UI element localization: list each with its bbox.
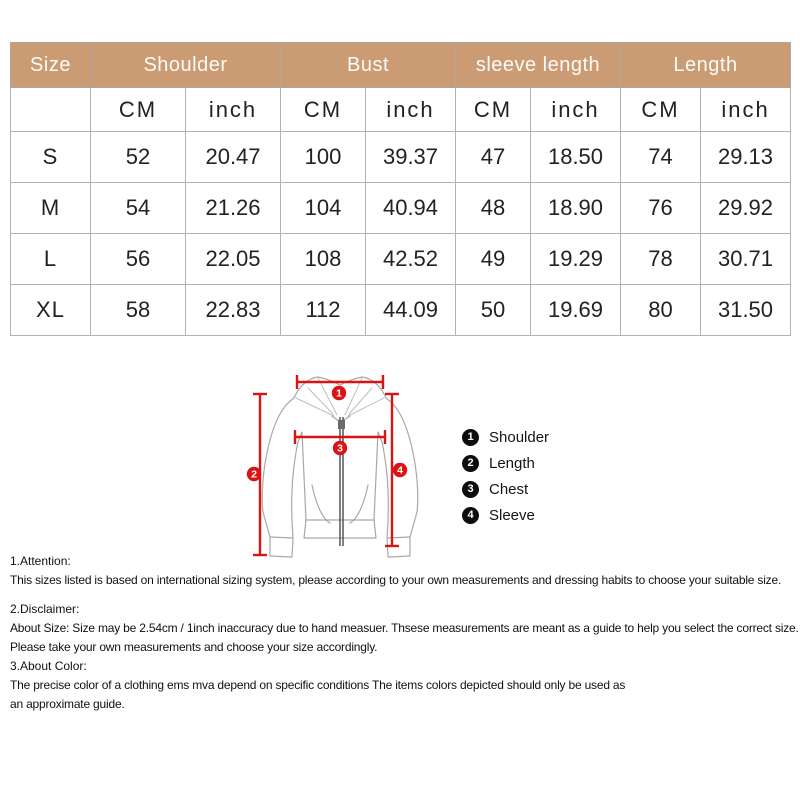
unit-cell: inch (699, 87, 792, 132)
note-line: This sizes listed is based on internatio… (10, 573, 782, 587)
value-cell: 74 (620, 131, 701, 183)
value-cell: 100 (280, 131, 366, 183)
value-cell: 47 (455, 131, 531, 183)
circled-number-icon: 2 (462, 454, 479, 472)
value-cell: 18.90 (530, 182, 621, 234)
unit-cell: CM (280, 87, 366, 132)
value-cell: 112 (280, 284, 366, 336)
value-cell: 22.05 (185, 233, 281, 285)
column-header-bust: Bust (280, 42, 456, 88)
legend-label: Length (489, 454, 535, 472)
value-cell: 49 (455, 233, 531, 285)
table-row-s: S 52 20.47 100 39.37 47 18.50 74 29.13 (10, 131, 792, 183)
svg-text:1: 1 (336, 388, 342, 400)
value-cell: 52 (90, 131, 186, 183)
value-cell: 42.52 (365, 233, 456, 285)
note-heading: 3.About Color: (10, 659, 87, 673)
table-header-row: Size Shoulder Bust sleeve length Length (10, 42, 792, 88)
legend-item-chest: 3 Chest (462, 476, 549, 502)
value-cell: 44.09 (365, 284, 456, 336)
value-cell: 54 (90, 182, 186, 234)
note-disclaimer: 2.Disclaimer: About Size: Size may be 2.… (10, 600, 799, 657)
value-cell: 108 (280, 233, 366, 285)
column-header-length: Length (619, 42, 792, 88)
note-heading: 2.Disclaimer: (10, 602, 80, 616)
unit-cell: CM (90, 87, 186, 132)
value-cell: 40.94 (365, 182, 456, 234)
note-line: About Size: Size may be 2.54cm / 1inch i… (10, 621, 799, 635)
note-about-color: 3.About Color: The precise color of a cl… (10, 657, 798, 714)
unit-cell: inch (530, 87, 621, 132)
note-attention: 1.Attention: This sizes listed is based … (10, 552, 798, 590)
column-header-shoulder: Shoulder (90, 42, 281, 88)
value-cell: 50 (455, 284, 531, 336)
note-heading: 1.Attention: (10, 554, 71, 568)
value-cell: 22.83 (185, 284, 281, 336)
measure-markers: 1 2 3 4 (246, 385, 408, 482)
size-label: L (10, 233, 91, 285)
unit-cell: CM (455, 87, 531, 132)
size-label: M (10, 182, 91, 234)
value-cell: 80 (620, 284, 701, 336)
unit-cell: inch (185, 87, 281, 132)
value-cell: 58 (90, 284, 186, 336)
legend-item-shoulder: 1 Shoulder (462, 424, 549, 450)
value-cell: 29.13 (699, 131, 792, 183)
hoodie-measurement-diagram: 1 2 3 4 (246, 375, 419, 558)
value-cell: 48 (455, 182, 531, 234)
legend-label: Shoulder (489, 428, 550, 446)
marker-chest: 3 (332, 440, 348, 456)
svg-text:4: 4 (397, 465, 403, 477)
value-cell: 76 (620, 182, 701, 234)
table-row-m: M 54 21.26 104 40.94 48 18.90 76 29.92 (10, 182, 792, 234)
svg-text:3: 3 (337, 443, 343, 455)
circled-number-icon: 3 (462, 480, 479, 498)
marker-shoulder: 1 (331, 385, 347, 401)
table-row-xl: XL 58 22.83 112 44.09 50 19.69 80 31.50 (10, 284, 792, 336)
size-label: S (10, 131, 91, 183)
value-cell: 21.26 (185, 182, 281, 234)
value-cell: 29.92 (699, 182, 792, 234)
unit-row: CM inch CM inch CM inch CM inch (10, 87, 792, 132)
note-line: The precise color of a clothing ems mva … (10, 678, 626, 692)
size-label: XL (10, 284, 91, 336)
unit-cell (10, 87, 91, 132)
unit-cell: CM (620, 87, 701, 132)
circled-number-icon: 1 (462, 428, 479, 446)
measure-line-shoulder (295, 375, 385, 389)
legend-item-length: 2 Length (462, 450, 549, 476)
measurement-legend: 1 Shoulder 2 Length 3 Chest 4 Sleeve (462, 424, 549, 528)
marker-length: 2 (246, 466, 262, 482)
value-cell: 19.29 (530, 233, 621, 285)
value-cell: 104 (280, 182, 366, 234)
table-row-l: L 56 22.05 108 42.52 49 19.29 78 30.71 (10, 233, 792, 285)
value-cell: 30.71 (699, 233, 792, 285)
measure-line-chest (293, 430, 387, 444)
measure-lines (253, 375, 399, 557)
value-cell: 56 (90, 233, 186, 285)
legend-label: Chest (489, 480, 529, 498)
value-cell: 18.50 (530, 131, 621, 183)
value-cell: 20.47 (185, 131, 281, 183)
notes-section: 1.Attention: This sizes listed is based … (10, 552, 799, 714)
size-table: Size Shoulder Bust sleeve length Length … (10, 42, 792, 336)
circled-number-icon: 4 (462, 506, 479, 524)
column-header-size: Size (10, 42, 91, 88)
value-cell: 39.37 (365, 131, 456, 183)
legend-item-sleeve: 4 Sleeve (462, 502, 549, 528)
marker-sleeve: 4 (392, 462, 408, 478)
note-line: an approximate guide. (10, 697, 125, 711)
zipper (338, 417, 345, 546)
value-cell: 31.50 (699, 284, 792, 336)
value-cell: 19.69 (530, 284, 621, 336)
value-cell: 78 (620, 233, 701, 285)
measure-line-sleeve (385, 392, 399, 548)
note-line: Please take your own measurements and ch… (10, 640, 378, 654)
svg-text:2: 2 (251, 469, 257, 481)
unit-cell: inch (365, 87, 456, 132)
legend-label: Sleeve (489, 506, 535, 524)
column-header-sleeve-length: sleeve length (455, 42, 621, 88)
